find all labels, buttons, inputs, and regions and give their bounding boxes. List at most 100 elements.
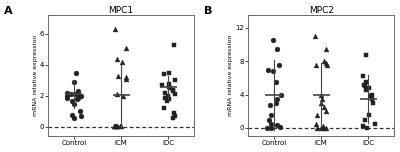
Point: [159, 84, 165, 86]
Point: [74, 97, 81, 100]
Point: [314, 126, 321, 129]
Point: [322, 126, 329, 129]
Point: [322, 62, 329, 64]
Point: [314, 114, 320, 117]
Point: [114, 125, 120, 127]
Point: [170, 116, 176, 119]
Point: [274, 98, 280, 100]
Point: [160, 73, 167, 76]
Point: [122, 76, 129, 79]
Point: [118, 125, 124, 127]
Point: [276, 64, 282, 67]
Point: [172, 115, 178, 117]
Point: [320, 125, 326, 128]
Point: [273, 81, 279, 83]
Title: MPC1: MPC1: [108, 6, 134, 15]
Point: [111, 125, 117, 127]
Point: [362, 85, 368, 87]
Point: [324, 64, 330, 67]
Point: [117, 125, 123, 127]
Point: [264, 126, 270, 129]
Point: [321, 126, 327, 129]
Point: [171, 44, 177, 46]
Point: [360, 75, 366, 77]
Text: A: A: [4, 6, 12, 16]
Point: [363, 89, 370, 92]
Point: [75, 90, 82, 93]
Point: [162, 96, 168, 99]
Point: [321, 60, 327, 62]
Point: [369, 98, 376, 100]
Point: [360, 83, 367, 86]
Point: [72, 93, 78, 96]
Y-axis label: mRNA relative expression: mRNA relative expression: [33, 35, 38, 116]
Point: [112, 125, 118, 127]
Point: [362, 81, 369, 83]
Point: [274, 47, 280, 50]
Point: [367, 95, 374, 97]
Point: [277, 126, 284, 128]
Point: [166, 85, 172, 88]
Point: [64, 95, 71, 97]
Point: [122, 47, 129, 49]
Point: [323, 47, 330, 50]
Point: [318, 126, 324, 129]
Point: [312, 123, 319, 125]
Point: [318, 102, 324, 104]
Point: [318, 93, 324, 96]
Point: [73, 71, 80, 74]
Point: [171, 79, 178, 82]
Point: [272, 102, 279, 104]
Point: [278, 93, 284, 96]
Point: [266, 118, 272, 121]
Point: [162, 92, 168, 94]
Point: [77, 115, 84, 117]
Point: [268, 123, 274, 125]
Point: [265, 68, 271, 71]
Point: [119, 61, 125, 63]
Point: [166, 98, 172, 100]
Point: [75, 92, 82, 95]
Point: [372, 123, 379, 125]
Point: [64, 92, 70, 94]
Point: [161, 107, 168, 110]
Point: [112, 125, 118, 127]
Point: [113, 125, 119, 127]
Point: [64, 96, 70, 99]
Point: [70, 102, 77, 105]
Point: [274, 124, 280, 127]
Point: [166, 82, 172, 85]
Title: MPC2: MPC2: [309, 6, 334, 15]
Point: [266, 103, 273, 106]
Point: [167, 87, 174, 89]
Point: [120, 95, 126, 97]
Point: [321, 106, 328, 108]
Point: [122, 78, 129, 80]
Point: [112, 28, 118, 31]
Point: [165, 95, 171, 97]
Point: [114, 125, 120, 127]
Point: [68, 93, 74, 96]
Y-axis label: mRNA relative expression: mRNA relative expression: [228, 35, 233, 116]
Point: [172, 93, 178, 96]
Point: [268, 114, 274, 117]
Point: [369, 93, 375, 96]
Point: [170, 89, 176, 91]
Point: [114, 58, 120, 60]
Point: [360, 125, 366, 128]
Point: [171, 112, 178, 114]
Point: [69, 99, 75, 102]
Point: [69, 113, 76, 116]
Point: [71, 116, 77, 119]
Point: [364, 126, 370, 129]
Point: [112, 125, 119, 127]
Point: [270, 39, 276, 42]
Point: [369, 102, 376, 104]
Point: [318, 98, 325, 100]
Point: [268, 126, 274, 129]
Point: [313, 64, 320, 67]
Point: [366, 87, 372, 89]
Point: [362, 118, 368, 121]
Point: [74, 98, 80, 100]
Point: [166, 71, 172, 74]
